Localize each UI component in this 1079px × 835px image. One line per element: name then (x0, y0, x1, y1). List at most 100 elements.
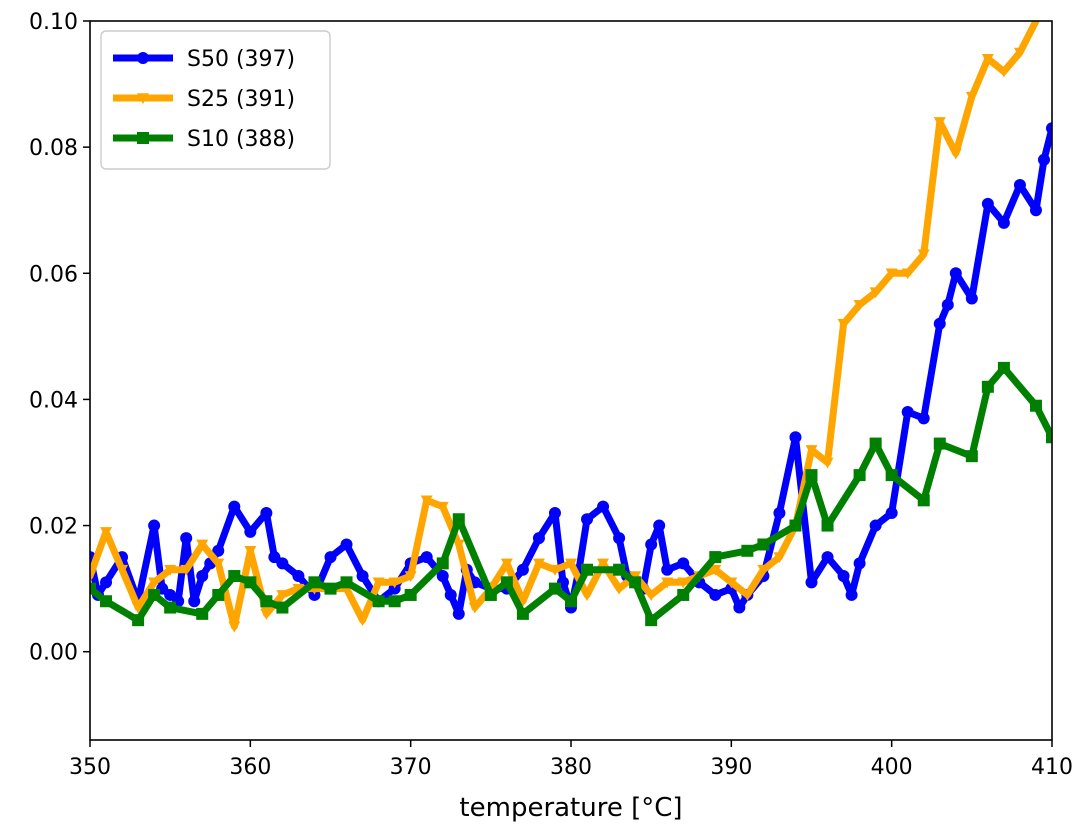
data-point (148, 577, 161, 589)
data-point (484, 588, 497, 601)
data-point (709, 551, 722, 564)
data-point (180, 532, 193, 545)
data-point (941, 298, 954, 311)
data-point (1029, 399, 1042, 412)
data-point (164, 588, 177, 601)
data-point (180, 564, 193, 576)
data-point (733, 601, 746, 614)
data-point (853, 557, 866, 570)
data-point (244, 576, 257, 589)
data-point (789, 519, 802, 532)
data-point (661, 577, 674, 589)
data-point (372, 595, 385, 608)
data-point (132, 614, 145, 627)
y-tick-label: 0.02 (29, 515, 78, 540)
data-point (869, 519, 882, 532)
data-point (340, 576, 353, 589)
data-point (773, 552, 786, 564)
legend-swatch-marker (137, 93, 149, 104)
data-point (196, 607, 209, 620)
data-point (1029, 204, 1042, 217)
data-point (1013, 178, 1026, 191)
series-s10 (90, 361, 1052, 627)
y-tick-label: 0.00 (29, 641, 78, 666)
data-point (949, 267, 962, 280)
data-point (805, 469, 818, 482)
data-point (212, 558, 225, 570)
y-tick-label: 0.04 (29, 388, 78, 413)
data-point (917, 249, 930, 261)
data-point (821, 457, 834, 469)
x-tick-label: 380 (550, 755, 592, 780)
data-point (997, 216, 1010, 229)
data-point (452, 539, 465, 551)
data-point (164, 601, 177, 614)
data-point (196, 539, 209, 551)
data-point (116, 564, 129, 576)
legend-label: S10 (388) (187, 127, 295, 152)
data-point (565, 558, 577, 570)
data-point (356, 570, 369, 583)
data-point (805, 576, 818, 589)
data-point (404, 588, 417, 601)
data-point (196, 570, 209, 583)
data-point (444, 588, 457, 601)
data-point (741, 590, 754, 601)
data-point (228, 500, 241, 513)
data-point (228, 570, 241, 583)
data-point (452, 607, 465, 620)
data-point (901, 406, 914, 419)
data-point (869, 437, 882, 450)
data-point (260, 609, 273, 620)
data-point (436, 557, 449, 570)
data-point (981, 197, 994, 210)
data-point (677, 577, 690, 589)
data-point (821, 519, 834, 532)
data-point (532, 532, 545, 545)
data-point (885, 506, 898, 519)
data-point (653, 519, 666, 532)
data-point (805, 445, 818, 456)
data-point (188, 595, 201, 608)
data-point (581, 513, 594, 526)
data-point (885, 268, 898, 280)
data-point (324, 551, 337, 564)
data-point (532, 558, 545, 570)
data-point (1037, 153, 1050, 166)
legend-item: S10 (388) (113, 127, 295, 152)
legend-swatch-marker (137, 132, 149, 144)
data-point (997, 66, 1010, 78)
data-point (853, 469, 866, 482)
legend-label: S25 (391) (187, 87, 295, 112)
x-axis-label: temperature [°C] (459, 793, 682, 823)
data-point (933, 437, 946, 450)
data-point (853, 300, 866, 311)
data-point (885, 469, 898, 482)
data-point (677, 588, 690, 601)
data-point (613, 532, 626, 545)
data-point (789, 431, 802, 444)
x-tick-label: 390 (710, 755, 752, 780)
data-point (356, 615, 369, 627)
data-point (581, 590, 594, 601)
data-point (725, 577, 738, 589)
data-point (757, 564, 770, 576)
legend-item: S25 (391) (113, 87, 295, 112)
data-point (148, 588, 161, 601)
data-point (260, 506, 273, 519)
data-point (581, 563, 594, 576)
y-tick-label: 0.08 (29, 136, 78, 161)
data-point (981, 54, 994, 65)
legend: S50 (397) S25 (391) S10 (388) (100, 30, 331, 170)
data-point (845, 588, 858, 601)
data-point (1013, 47, 1026, 59)
data-point (981, 380, 994, 393)
y-tick-label: 0.06 (29, 262, 78, 287)
data-point (436, 570, 449, 583)
data-point (709, 564, 722, 576)
data-point (228, 621, 241, 633)
x-tick-label: 370 (390, 755, 432, 780)
data-point (340, 538, 353, 551)
data-point (212, 544, 225, 557)
data-point (645, 614, 658, 627)
